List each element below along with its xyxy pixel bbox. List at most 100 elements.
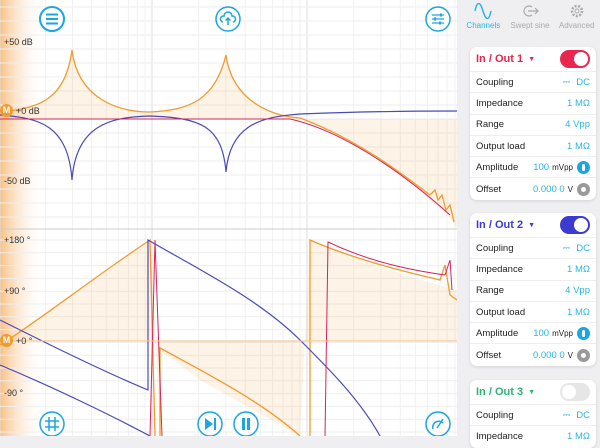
impedance-row[interactable]: Impedance 1 MΩ — [470, 93, 596, 115]
channel-toggle[interactable] — [560, 216, 590, 234]
offset-value[interactable]: 0.000 0 — [532, 349, 565, 361]
grid-icon[interactable] — [38, 410, 66, 436]
ch1-magnitude-trace — [0, 49, 455, 223]
amplitude-unit: mVpp — [552, 162, 573, 172]
channel-title[interactable]: In / Out 3 — [476, 386, 524, 398]
magnitude-marker[interactable]: M — [0, 104, 13, 117]
ch2-phase-trace — [0, 238, 381, 436]
amplitude-value[interactable]: 100 — [533, 327, 550, 339]
amplitude-unit: mVpp — [552, 328, 573, 338]
tab-label: Swept sine — [510, 21, 550, 30]
phase-label-plus180: +180 ° — [4, 235, 31, 245]
phase-label-minus90: -90 ° — [4, 388, 24, 398]
impedance-value[interactable]: 1 MΩ — [567, 263, 590, 275]
menu-icon[interactable] — [38, 5, 66, 33]
needle-icon[interactable] — [424, 410, 452, 436]
channel-title[interactable]: In / Out 1 — [476, 53, 524, 65]
tab-label: Channels — [466, 21, 501, 30]
channel-header[interactable]: In / Out 1 ▼ — [470, 47, 596, 72]
ch1-magnitude-fill — [0, 50, 457, 228]
range-label: Range — [476, 285, 504, 297]
plot-canvas — [0, 0, 457, 436]
range-value[interactable]: 4 Vpp — [565, 119, 590, 131]
coupling-label: Coupling — [476, 76, 514, 88]
dc-coupling-icon: ⎓ — [562, 242, 571, 254]
offset-label: Offset — [476, 183, 502, 195]
output_load-label: Output load — [476, 140, 526, 152]
channel-header[interactable]: In / Out 2 ▼ — [470, 213, 596, 238]
phase-marker[interactable]: M — [0, 334, 13, 347]
channel-card-3: In / Out 3 ▼ Coupling ⎓ DC Impedance 1 MΩ — [470, 380, 596, 448]
amplitude-value[interactable]: 100 — [533, 161, 550, 173]
amplitude-knob-icon[interactable] — [577, 160, 590, 174]
impedance-row[interactable]: Impedance 1 MΩ — [470, 426, 596, 447]
ch2-magnitude-trace — [0, 110, 457, 181]
amplitude-knob-icon[interactable] — [577, 326, 590, 340]
output_load-label: Output load — [476, 306, 526, 318]
output-load-row[interactable]: Output load 1 MΩ — [470, 136, 596, 158]
dropdown-icon[interactable]: ▼ — [528, 55, 535, 63]
offset-knob-icon[interactable] — [577, 348, 590, 362]
dc-coupling-icon: ⎓ — [562, 76, 571, 88]
coupling-value[interactable]: DC — [576, 242, 590, 254]
channel-toggle[interactable] — [560, 50, 590, 68]
channel-header[interactable]: In / Out 3 ▼ — [470, 380, 596, 405]
coupling-row[interactable]: Coupling ⎓ DC — [470, 72, 596, 94]
channel-title[interactable]: In / Out 2 — [476, 219, 524, 231]
coupling-value[interactable]: DC — [576, 76, 590, 88]
range-row[interactable]: Range 4 Vpp — [470, 281, 596, 302]
impedance-value[interactable]: 1 MΩ — [567, 97, 590, 109]
offset-unit: V — [567, 350, 573, 360]
offset-unit: V — [567, 184, 573, 194]
output_load-value[interactable]: 1 MΩ — [567, 140, 590, 152]
math-phase-trace — [149, 239, 453, 436]
impedance-label: Impedance — [476, 431, 524, 443]
gear-icon — [570, 4, 583, 18]
ch1-phase-fill — [0, 240, 457, 436]
magnitude-label-plus50: +50 dB — [4, 37, 33, 47]
channel-toggle[interactable] — [560, 383, 590, 401]
tab-channels[interactable]: Channels — [460, 0, 507, 36]
math-magnitude-trace — [0, 118, 451, 216]
amplitude-label: Amplitude — [476, 327, 519, 339]
coupling-label: Coupling — [476, 242, 514, 254]
range-row[interactable]: Range 4 Vpp — [470, 115, 596, 136]
offset-knob-icon[interactable] — [577, 182, 590, 196]
cloud-upload-icon[interactable] — [214, 5, 242, 33]
range-label: Range — [476, 119, 504, 131]
tab-advanced[interactable]: Advanced — [553, 0, 600, 36]
bode-plot[interactable]: +50 dB +0 dB -50 dB +180 ° +90 ° +0 ° -9… — [0, 0, 457, 436]
offset-label: Offset — [476, 349, 502, 361]
impedance-value[interactable]: 1 MΩ — [567, 431, 590, 443]
phase-label-plus90: +90 ° — [4, 286, 26, 296]
coupling-value[interactable]: DC — [576, 409, 590, 421]
amplitude-row[interactable]: Amplitude 100 mVpp — [470, 157, 596, 179]
range-value[interactable]: 4 Vpp — [565, 285, 590, 297]
coupling-row[interactable]: Coupling ⎓ DC — [470, 405, 596, 427]
sine-wave-icon — [474, 3, 493, 19]
coupling-row[interactable]: Coupling ⎓ DC — [470, 238, 596, 260]
impedance-row[interactable]: Impedance 1 MΩ — [470, 259, 596, 281]
step-play-icon[interactable] — [196, 410, 224, 436]
coupling-label: Coupling — [476, 409, 514, 421]
sliders-icon[interactable] — [424, 5, 452, 33]
dropdown-icon[interactable]: ▼ — [528, 221, 535, 229]
swept-sine-icon — [523, 5, 539, 17]
amplitude-row[interactable]: Amplitude 100 mVpp — [470, 323, 596, 345]
magnitude-label-minus50: -50 dB — [4, 176, 31, 186]
tab-bar: Channels Swept sine Advanced — [460, 0, 600, 36]
magnitude-label-0: +0 dB — [16, 106, 40, 116]
tab-swept-sine[interactable]: Swept sine — [507, 0, 554, 36]
tab-label: Advanced — [558, 21, 595, 30]
dropdown-icon[interactable]: ▼ — [528, 388, 535, 396]
phase-label-0: +0 ° — [16, 336, 33, 346]
offset-value[interactable]: 0.000 0 — [532, 183, 565, 195]
output-load-row[interactable]: Output load 1 MΩ — [470, 302, 596, 324]
channel-card-1: In / Out 1 ▼ Coupling ⎓ DC Impedance 1 MΩ Rang… — [470, 47, 596, 200]
settings-panel: Channels Swept sine Advanced In / Out 1 ▼… — [460, 0, 600, 448]
impedance-label: Impedance — [476, 97, 524, 109]
pause-icon[interactable] — [232, 410, 260, 436]
output_load-value[interactable]: 1 MΩ — [567, 306, 590, 318]
